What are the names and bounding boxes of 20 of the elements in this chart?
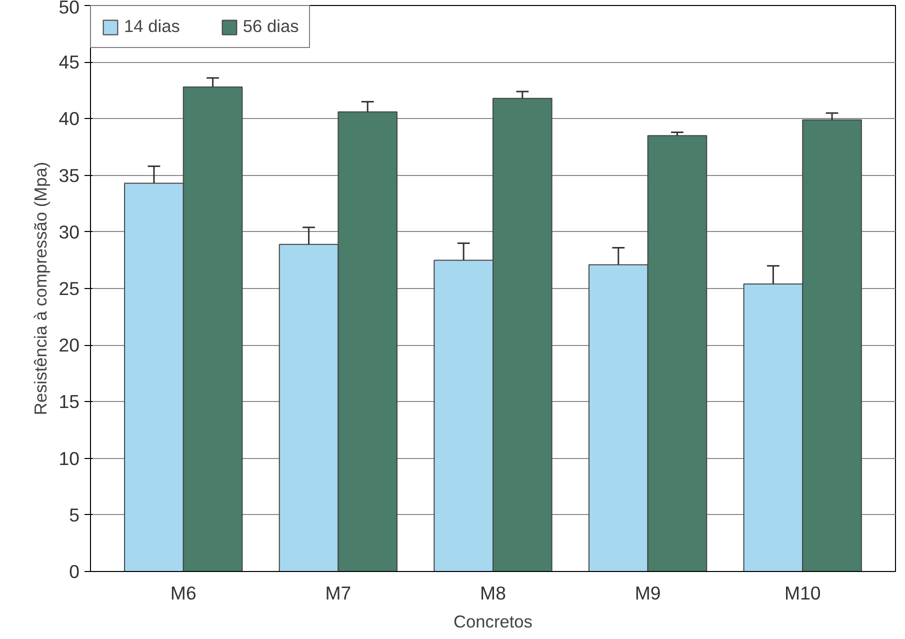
y-tick-label: 40 bbox=[58, 108, 80, 130]
y-axis-title: Resistência à compressão (Mpa) bbox=[30, 162, 51, 416]
y-tick-label: 45 bbox=[58, 52, 80, 73]
y-tick-label: 0 bbox=[69, 561, 80, 582]
y-tick-label: 30 bbox=[58, 221, 80, 242]
y-tick-label: 25 bbox=[58, 278, 80, 299]
x-tick-label: M9 bbox=[634, 582, 661, 604]
y-tick-label: 35 bbox=[58, 164, 80, 186]
y-tick-label: 20 bbox=[58, 334, 80, 356]
x-axis-title: Concretos bbox=[454, 612, 533, 632]
y-tick-label: 10 bbox=[58, 448, 80, 469]
y-tick-label: 15 bbox=[58, 391, 80, 412]
y-tick-label: 5 bbox=[69, 504, 80, 526]
legend-label: 56 dias bbox=[242, 16, 299, 37]
x-tick-label: M10 bbox=[784, 582, 821, 604]
x-tick-label: M8 bbox=[480, 582, 506, 604]
x-tick-label: M6 bbox=[170, 582, 196, 604]
x-tick-label: M7 bbox=[325, 582, 352, 604]
y-tick-label: 50 bbox=[58, 0, 80, 18]
legend-label: 14 dias bbox=[124, 16, 180, 37]
